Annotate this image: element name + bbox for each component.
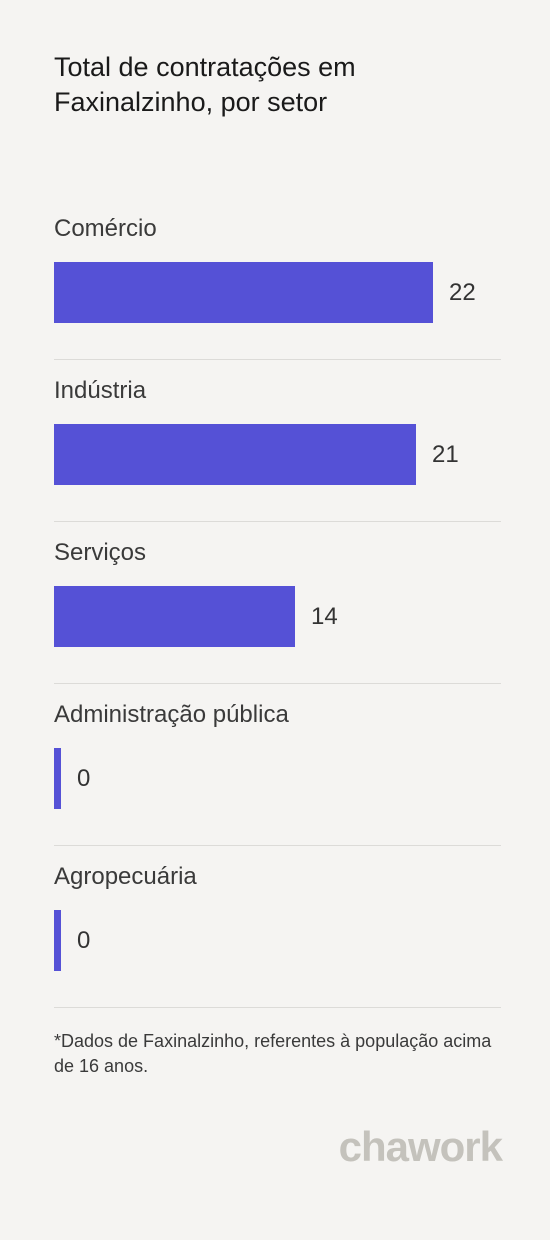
bar (54, 262, 433, 323)
bar-row: Agropecuária 0 (54, 846, 501, 1008)
bar-rows: Comércio 22 Indústria 21 Serviços 14 Administr… (54, 198, 501, 1008)
category-label: Agropecuária (54, 863, 197, 890)
bar-value-label: 0 (77, 765, 91, 792)
category-label: Indústria (54, 377, 147, 404)
bar (54, 586, 295, 647)
bar-row: Comércio 22 (54, 198, 501, 360)
footnote: *Dados de Faxinalzinho, referentes à pop… (54, 1031, 492, 1076)
bar (54, 748, 61, 809)
bar-row: Serviços 14 (54, 522, 501, 684)
bar-row: Indústria 21 (54, 360, 501, 522)
bar-value-label: 22 (449, 279, 476, 306)
bar (54, 424, 416, 485)
category-label: Administração pública (54, 701, 289, 728)
category-label: Comércio (54, 215, 157, 242)
chawork-logo: chawork (338, 1123, 503, 1170)
bar-value-label: 14 (311, 603, 338, 630)
bar-row: Administração pública 0 (54, 684, 501, 846)
bar (54, 910, 61, 971)
category-label: Serviços (54, 539, 147, 566)
chart-title: Total de contratações em Faxinalzinho, p… (54, 52, 356, 117)
bar-value-label: 21 (432, 441, 459, 468)
bar-value-label: 0 (77, 927, 91, 954)
